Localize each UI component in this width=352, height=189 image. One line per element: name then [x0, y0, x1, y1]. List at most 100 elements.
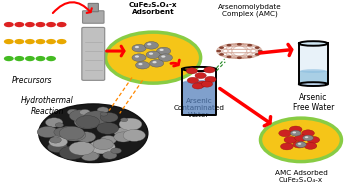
Circle shape: [147, 43, 151, 45]
Circle shape: [157, 47, 171, 55]
Circle shape: [100, 113, 118, 122]
Circle shape: [138, 63, 143, 65]
Circle shape: [132, 54, 146, 61]
Circle shape: [80, 109, 90, 115]
Circle shape: [86, 115, 106, 126]
Circle shape: [59, 146, 84, 160]
Circle shape: [150, 60, 164, 67]
Circle shape: [296, 142, 306, 147]
Circle shape: [290, 130, 301, 136]
Circle shape: [123, 129, 145, 141]
Circle shape: [74, 115, 101, 129]
Circle shape: [132, 44, 146, 52]
Circle shape: [52, 138, 65, 145]
Circle shape: [57, 39, 67, 44]
Bar: [300, 70, 327, 84]
Circle shape: [135, 55, 139, 58]
Circle shape: [4, 56, 14, 61]
Circle shape: [54, 127, 71, 137]
Circle shape: [304, 143, 317, 149]
Circle shape: [281, 143, 293, 150]
Circle shape: [55, 123, 64, 127]
Circle shape: [14, 56, 24, 61]
Circle shape: [103, 152, 117, 159]
Text: Precursors: Precursors: [11, 76, 52, 85]
Circle shape: [46, 56, 56, 61]
Circle shape: [76, 132, 96, 142]
Circle shape: [83, 111, 109, 125]
Circle shape: [46, 39, 56, 44]
Text: Arsenomolybdate
Complex (AMC): Arsenomolybdate Complex (AMC): [218, 4, 282, 17]
Circle shape: [39, 104, 148, 163]
Circle shape: [25, 39, 35, 44]
Circle shape: [45, 118, 63, 127]
Bar: [299, 43, 328, 84]
Circle shape: [53, 133, 69, 142]
Circle shape: [219, 53, 224, 56]
Circle shape: [100, 136, 117, 144]
Text: CuFe₂SₓO₄-x
Adsorbent: CuFe₂SₓO₄-x Adsorbent: [129, 2, 177, 15]
Circle shape: [120, 118, 128, 122]
Text: Arsenic
Free Water: Arsenic Free Water: [293, 93, 334, 112]
Circle shape: [149, 53, 153, 55]
Circle shape: [36, 39, 45, 44]
Circle shape: [61, 128, 83, 141]
Circle shape: [302, 130, 314, 137]
Circle shape: [114, 128, 130, 136]
Ellipse shape: [299, 41, 328, 46]
Circle shape: [195, 73, 206, 79]
Circle shape: [293, 132, 296, 133]
Circle shape: [216, 50, 221, 52]
Circle shape: [76, 116, 100, 128]
Circle shape: [69, 110, 92, 122]
Circle shape: [293, 141, 306, 148]
Circle shape: [37, 126, 58, 138]
Circle shape: [247, 56, 252, 58]
Circle shape: [258, 50, 263, 52]
Circle shape: [114, 132, 133, 142]
Circle shape: [48, 142, 68, 153]
Circle shape: [227, 56, 232, 58]
Circle shape: [135, 46, 139, 48]
Circle shape: [201, 81, 213, 87]
Circle shape: [87, 152, 100, 159]
Circle shape: [146, 51, 160, 59]
Circle shape: [303, 135, 313, 141]
Circle shape: [227, 44, 232, 46]
Circle shape: [115, 128, 139, 141]
Bar: [183, 82, 214, 115]
Circle shape: [219, 46, 224, 49]
Circle shape: [14, 39, 24, 44]
Circle shape: [106, 32, 201, 83]
Circle shape: [97, 107, 109, 113]
Circle shape: [14, 22, 24, 27]
Circle shape: [295, 135, 307, 141]
Circle shape: [205, 76, 216, 82]
Circle shape: [144, 42, 158, 49]
Circle shape: [64, 129, 86, 141]
Circle shape: [59, 126, 84, 140]
Circle shape: [305, 136, 308, 138]
Circle shape: [279, 130, 291, 137]
FancyBboxPatch shape: [88, 3, 99, 12]
Circle shape: [247, 44, 252, 46]
Circle shape: [58, 130, 72, 138]
FancyBboxPatch shape: [82, 27, 105, 80]
Circle shape: [298, 143, 301, 145]
Text: Arsenic
Contaminated
Water: Arsenic Contaminated Water: [174, 98, 224, 118]
Circle shape: [36, 22, 45, 27]
Circle shape: [192, 83, 203, 89]
Circle shape: [46, 22, 56, 27]
Ellipse shape: [299, 82, 328, 86]
Ellipse shape: [183, 80, 214, 84]
Circle shape: [152, 61, 157, 63]
Circle shape: [57, 22, 67, 27]
Circle shape: [111, 148, 121, 154]
Circle shape: [197, 81, 208, 87]
Circle shape: [136, 61, 150, 69]
Circle shape: [186, 68, 197, 74]
Circle shape: [69, 142, 94, 155]
Circle shape: [255, 53, 260, 56]
Circle shape: [260, 118, 341, 162]
Circle shape: [158, 54, 172, 61]
